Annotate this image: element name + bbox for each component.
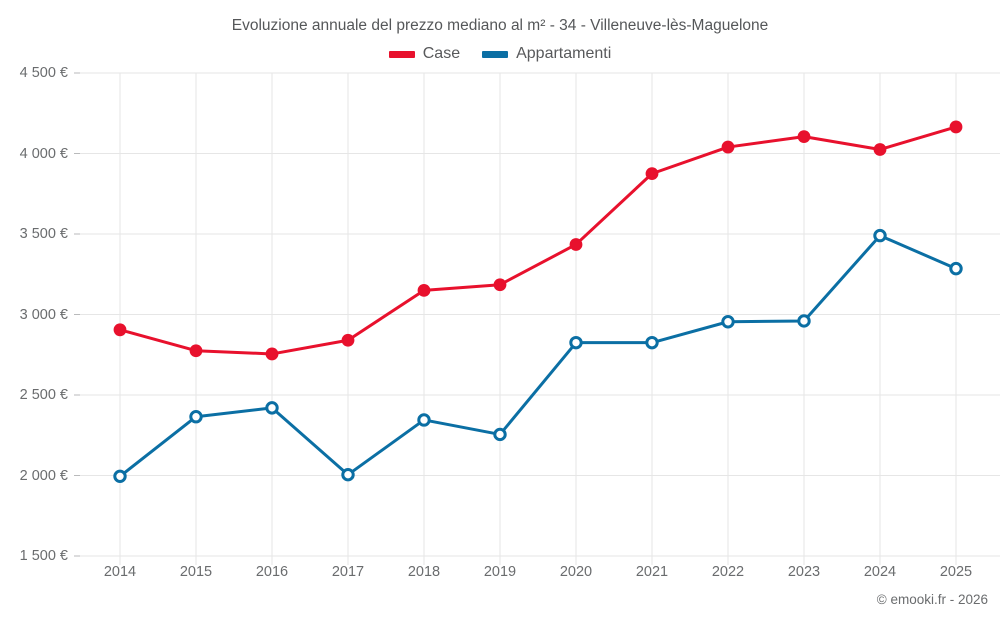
data-point[interactable] (113, 323, 127, 337)
data-point[interactable] (341, 333, 355, 347)
series-line-appartamenti (118, 234, 958, 478)
data-point[interactable] (341, 467, 355, 482)
data-point[interactable] (493, 278, 507, 292)
data-point[interactable] (417, 413, 431, 427)
legend-swatch-case (388, 50, 415, 58)
data-point[interactable] (949, 261, 963, 276)
x-axis-tick-label: 2023 (787, 564, 821, 580)
data-point[interactable] (645, 335, 659, 350)
data-point[interactable] (265, 347, 279, 361)
x-axis-tick-label: 2014 (103, 564, 137, 580)
data-point[interactable] (645, 167, 659, 181)
data-point[interactable] (189, 344, 203, 358)
y-axis-tick-label: 2 500 € (19, 387, 68, 403)
x-axis-tick-label: 2024 (863, 564, 897, 580)
x-axis-tick-label: 2016 (255, 564, 289, 580)
x-axis-tick-label: 2025 (939, 564, 973, 580)
data-point[interactable] (949, 120, 963, 134)
copyright-credit: © emooki.fr - 2026 (876, 592, 988, 607)
series-line-case (118, 125, 958, 356)
x-axis-tick-label: 2017 (331, 564, 365, 580)
y-axis-tick-label: 4 000 € (19, 145, 68, 162)
data-point[interactable] (569, 238, 583, 251)
chart-title: Evoluzione annuale del prezzo mediano al… (231, 17, 769, 34)
x-axis-tick-label: 2020 (559, 564, 593, 580)
data-point[interactable] (721, 140, 735, 154)
data-point[interactable] (189, 410, 203, 424)
chart-legend: Case Appartamenti (0, 45, 1000, 63)
data-point[interactable] (873, 143, 887, 156)
legend-label-case: Case (422, 45, 461, 62)
data-point[interactable] (569, 335, 583, 350)
y-axis-tick-label: 3 500 € (19, 226, 68, 242)
data-point[interactable] (797, 314, 811, 328)
x-axis-tick-label: 2015 (179, 564, 213, 580)
x-axis-tick-label: 2021 (635, 564, 669, 580)
data-point[interactable] (265, 401, 279, 415)
y-axis-tick-label: 3 000 € (19, 306, 68, 323)
legend-label-appartamenti: Appartamenti (516, 45, 612, 62)
legend-swatch-appartamenti (482, 50, 509, 58)
y-axis-tick-label: 1 500 € (19, 548, 68, 564)
data-point[interactable] (417, 283, 431, 297)
data-point[interactable] (113, 469, 127, 484)
y-axis-tick-label: 4 500 € (19, 65, 68, 81)
data-point[interactable] (873, 228, 887, 243)
y-axis-tick-label: 2 000 € (19, 467, 68, 484)
x-axis-tick-label: 2018 (407, 564, 441, 580)
data-point[interactable] (797, 130, 811, 143)
data-point[interactable] (721, 315, 735, 329)
data-point[interactable] (493, 427, 507, 442)
x-axis-tick-label: 2022 (711, 564, 745, 580)
legend-item-appartamenti[interactable]: Appartamenti (482, 45, 611, 63)
legend-item-case[interactable]: Case (388, 45, 461, 63)
x-axis-tick-label: 2019 (483, 564, 517, 580)
